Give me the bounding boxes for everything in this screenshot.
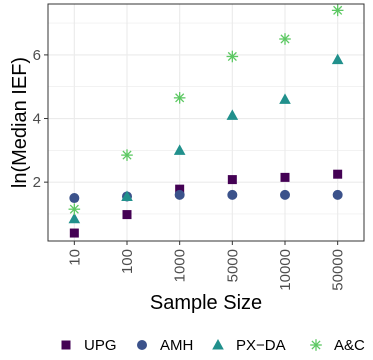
legend-item: PX−DA <box>212 337 286 354</box>
data-point <box>226 109 239 120</box>
data-point <box>122 210 132 220</box>
data-point <box>121 149 133 161</box>
data-point <box>280 172 290 182</box>
data-point <box>173 144 186 155</box>
plot-panel-border <box>47 3 365 242</box>
legend-label: AMH <box>160 337 193 354</box>
data-point <box>68 212 81 224</box>
series-upg <box>69 169 343 238</box>
axis-ticks: 2 4 6 10 100 1000 5000 10000 50000 <box>33 47 347 291</box>
data-point <box>331 4 344 17</box>
legend: UPG AMH PX−DA A&C <box>61 337 365 354</box>
legend-label: UPG <box>84 337 117 354</box>
data-point <box>174 189 185 200</box>
x-axis-title: Sample Size <box>150 292 262 314</box>
data-point <box>227 175 237 185</box>
x-tick-label: 10000 <box>277 249 294 291</box>
data-point <box>227 189 238 200</box>
data-point <box>279 33 291 45</box>
legend-item: UPG <box>61 337 117 354</box>
data-point <box>332 189 343 200</box>
x-tick-label: 10 <box>66 249 83 266</box>
series-px-da <box>68 53 344 224</box>
y-tick-label: 6 <box>33 47 41 64</box>
data-point <box>68 203 81 215</box>
data-point <box>280 189 290 200</box>
y-tick-label: 4 <box>33 111 41 128</box>
data-points <box>68 4 344 238</box>
data-point <box>226 50 239 63</box>
y-tick-label: 2 <box>33 174 41 191</box>
grid-lines <box>48 4 364 241</box>
x-tick-label: 100 <box>119 249 136 274</box>
data-point <box>333 169 343 179</box>
legend-label: A&C <box>334 337 365 354</box>
data-point <box>175 184 185 194</box>
legend-key <box>212 339 224 350</box>
data-point <box>173 92 186 104</box>
y-axis-title: ln(Median IEF) <box>9 57 31 188</box>
x-tick-label: 50000 <box>330 249 347 291</box>
data-point <box>69 228 79 238</box>
legend-key <box>137 340 147 350</box>
legend-label: PX−DA <box>236 337 286 354</box>
legend-item: A&C <box>310 337 365 354</box>
x-tick-label: 1000 <box>172 249 189 282</box>
data-point <box>279 93 291 104</box>
data-point <box>121 190 133 201</box>
series-amh <box>69 189 343 204</box>
series-a-c <box>68 4 344 215</box>
data-point <box>331 53 344 65</box>
x-tick-label: 5000 <box>224 249 241 282</box>
legend-item: AMH <box>137 337 193 354</box>
data-point <box>69 193 80 204</box>
legend-key <box>61 340 71 350</box>
legend-key <box>310 339 322 351</box>
